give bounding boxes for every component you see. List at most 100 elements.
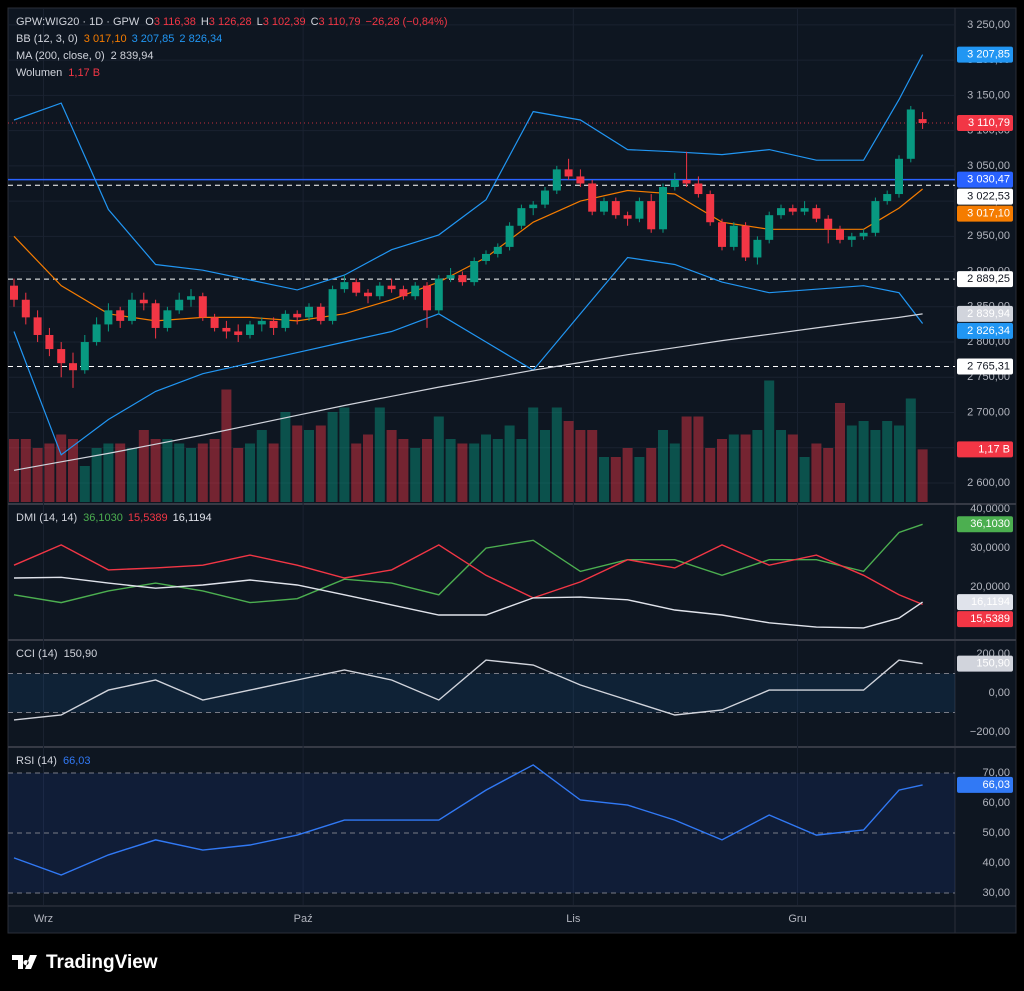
candle-body — [411, 285, 420, 297]
x-tick-label: Lis — [566, 913, 581, 925]
volume-bar — [386, 430, 397, 502]
volume-bar — [150, 439, 161, 502]
volume-bar — [363, 434, 373, 502]
volume-bar — [327, 412, 338, 502]
candle-body — [434, 278, 443, 311]
indicator-line — [13, 523, 923, 604]
axis-label-box — [957, 594, 1013, 611]
axis-label-box — [957, 46, 1013, 63]
indicator-line — [13, 576, 923, 629]
y-tick-label: 50,00 — [982, 827, 1010, 839]
volume-bar — [752, 430, 763, 502]
indicator-line — [13, 659, 923, 721]
candle-body — [316, 306, 325, 321]
candle-body — [670, 179, 679, 187]
band-fill — [8, 673, 955, 713]
candle-body — [871, 201, 880, 233]
y-tick-label: 2 800,00 — [967, 336, 1010, 348]
candle-body — [128, 299, 136, 321]
axis-label: 1,17 B — [978, 443, 1010, 455]
volume-bar — [693, 416, 704, 502]
volume-bar — [681, 416, 692, 502]
candle-body — [635, 201, 644, 219]
x-tick-label: Paź — [294, 913, 313, 925]
volume-bar — [315, 425, 326, 502]
candle-body — [541, 190, 549, 205]
candle-body — [824, 218, 833, 230]
candle-body — [257, 320, 266, 325]
y-tick-label: 20,0000 — [970, 581, 1010, 593]
candle-body — [423, 285, 431, 311]
volume-bar — [905, 398, 916, 502]
candle-body — [800, 208, 809, 212]
ohlc-key: L — [257, 16, 263, 28]
axis-label-box — [957, 516, 1013, 533]
candle-body — [576, 176, 585, 184]
volume-bar — [540, 430, 550, 502]
indicator-title: DMI (14, 14) — [16, 512, 77, 524]
candle-body — [175, 299, 184, 311]
axis-label-box — [957, 611, 1013, 628]
volume-bar — [68, 439, 78, 502]
candle-body — [281, 313, 290, 328]
candle-body — [446, 275, 455, 279]
symbol-title: GPW:WIG20 · 1D · GPW — [16, 16, 140, 28]
volume-bar — [268, 443, 279, 502]
axis-label: 3 030,47 — [967, 174, 1010, 186]
volume-bar — [563, 421, 574, 502]
indicator-value: 2 839,94 — [111, 50, 154, 62]
axis-label-box — [957, 655, 1013, 672]
volume-bar — [32, 448, 43, 502]
indicator-title: BB (12, 3, 0) — [16, 33, 78, 45]
candle-body — [836, 229, 844, 240]
indicator-value: 150,90 — [64, 648, 98, 660]
volume-bar — [9, 439, 19, 502]
candle-body — [470, 260, 479, 283]
volume-bar — [717, 439, 727, 502]
axis-label-box — [957, 188, 1013, 205]
axis-label: 2 765,31 — [967, 360, 1010, 372]
candle-body — [777, 208, 785, 216]
indicator-value: 3 207,85 — [132, 33, 175, 45]
candle-body — [92, 324, 101, 343]
candle-body — [328, 289, 337, 321]
candle-body — [116, 310, 125, 321]
brand-logo: TradingView — [12, 952, 158, 973]
candle-body — [387, 285, 396, 290]
y-tick-label: −200,00 — [970, 726, 1010, 738]
axis-label-box — [957, 115, 1013, 132]
volume-bar — [669, 443, 680, 502]
volume-bar — [398, 439, 409, 502]
candle-body — [458, 275, 467, 283]
indicator-line — [13, 256, 924, 456]
volume-bar — [103, 443, 114, 502]
ohlc-key: C — [311, 16, 319, 28]
candle-body — [694, 183, 703, 195]
volume-bar — [374, 407, 385, 502]
indicator-value: 15,5389 — [128, 512, 168, 524]
volume-bar — [846, 425, 857, 502]
volume-bar — [835, 403, 845, 502]
candle-body — [104, 310, 113, 325]
y-tick-label: 40,0000 — [970, 503, 1010, 515]
axis-label: 66,03 — [982, 779, 1010, 791]
candle-body — [80, 342, 89, 371]
candle-body — [210, 317, 219, 328]
candle-body — [623, 215, 632, 219]
volume-value: 1,17 B — [68, 67, 100, 79]
candle-body — [600, 201, 608, 212]
candle-body — [187, 296, 195, 300]
ohlc-value: 3 110,79 — [319, 16, 361, 28]
candle-body — [399, 289, 408, 297]
indicator-line — [13, 544, 923, 606]
axis-label: 2 839,94 — [967, 308, 1010, 320]
candle-body — [293, 313, 302, 318]
volume-bar — [469, 443, 480, 502]
volume-bar — [351, 443, 362, 502]
candle-body — [482, 253, 490, 261]
volume-bar — [634, 457, 645, 502]
ohlc-value: 3 126,28 — [209, 16, 252, 28]
volume-bar — [575, 430, 586, 502]
axis-label: 3 110,79 — [968, 117, 1010, 129]
